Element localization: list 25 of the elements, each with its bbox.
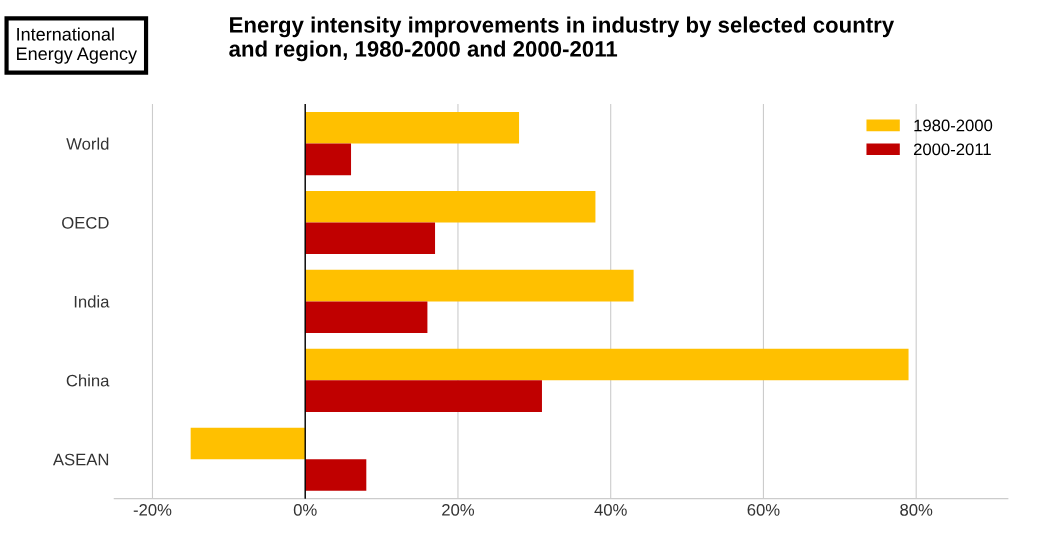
- x-tick-label: 0%: [293, 503, 317, 516]
- chart-title: Energy intensity improvements in industry by selected country and region, 1980-2000 and 2000-2011: [229, 16, 895, 62]
- x-tick-label: 60%: [747, 503, 780, 516]
- legend-label: 1980-2000: [914, 119, 993, 132]
- y-tick-label: ASEAN: [52, 453, 109, 466]
- bar: [305, 222, 436, 255]
- bar: [305, 190, 596, 223]
- bar: [305, 143, 352, 176]
- bar: [190, 427, 306, 460]
- bar: [305, 348, 909, 381]
- x-tick-label: 20%: [442, 503, 475, 516]
- y-tick-label: OECD: [62, 216, 109, 229]
- y-tick-label: India: [74, 295, 110, 308]
- x-tick-label: 80%: [900, 503, 933, 516]
- y-tick-label: World: [66, 137, 109, 150]
- bar: [305, 112, 520, 144]
- legend-label: 2000-2011: [913, 143, 991, 156]
- y-tick-label: China: [66, 374, 110, 387]
- bar: [305, 380, 542, 412]
- text: International Energy Agency: [17, 27, 138, 64]
- x-tick-label: 40%: [594, 503, 627, 516]
- bar: [305, 301, 428, 333]
- bar: [305, 459, 367, 491]
- x-tick-label: -20%: [133, 503, 172, 516]
- bar: [305, 269, 634, 302]
